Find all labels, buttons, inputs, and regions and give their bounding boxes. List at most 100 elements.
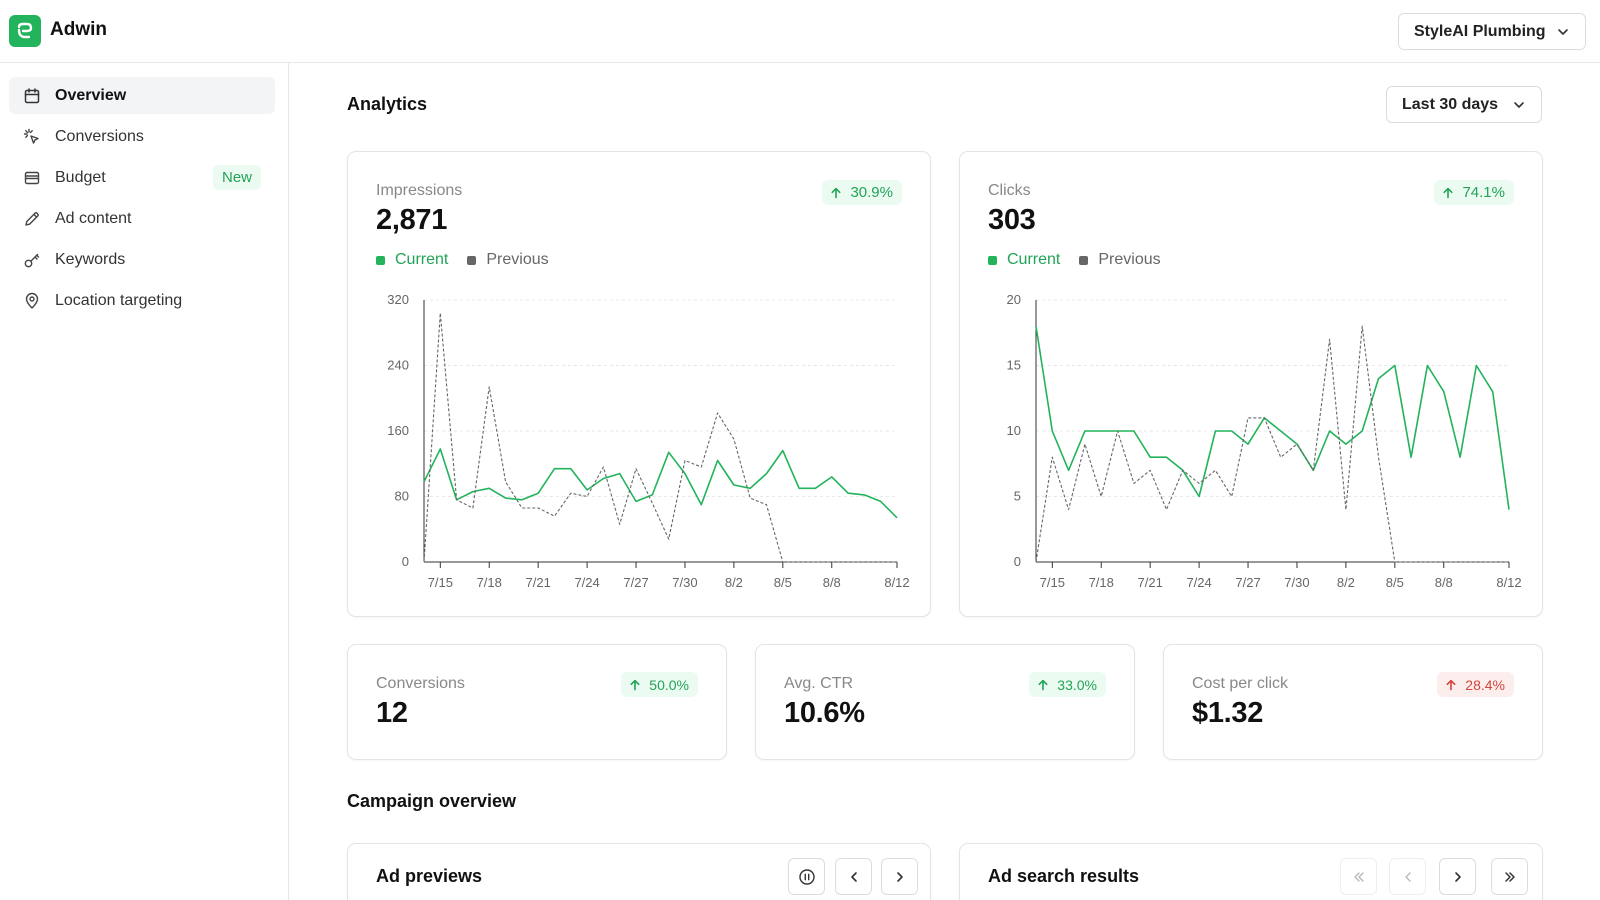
logo-icon[interactable] xyxy=(9,15,41,47)
x-tick-label: 8/5 xyxy=(774,575,792,590)
legend-current-label: Current xyxy=(395,251,449,268)
x-tick-label: 7/18 xyxy=(1089,575,1114,590)
pause-button[interactable] xyxy=(788,858,825,895)
cursor-click-icon xyxy=(23,128,39,144)
next-button[interactable] xyxy=(881,858,918,895)
x-tick-label: 7/27 xyxy=(623,575,648,590)
y-tick-label: 10 xyxy=(1007,423,1021,438)
arrow-up-icon xyxy=(1443,187,1453,198)
x-tick-label: 7/21 xyxy=(1138,575,1163,590)
last-page-button[interactable] xyxy=(1491,858,1528,895)
sidebar: Overview Conversions Budget New Ad conte… xyxy=(0,63,289,900)
sidebar-item-label: Conversions xyxy=(55,127,144,145)
sidebar-item-budget[interactable]: Budget New xyxy=(9,159,275,196)
calendar-icon xyxy=(24,87,40,103)
x-tick-label: 8/2 xyxy=(725,575,743,590)
sidebar-item-overview[interactable]: Overview xyxy=(9,77,275,114)
pencil-icon xyxy=(25,211,39,226)
chevron-left-icon xyxy=(850,871,857,882)
key-icon xyxy=(24,253,40,267)
x-tick-label: 7/30 xyxy=(1284,575,1309,590)
impressions-label: Impressions xyxy=(376,182,463,199)
sidebar-item-label: Ad content xyxy=(55,209,132,227)
ctr-label: Avg. CTR xyxy=(784,675,854,692)
conversions-card: Conversions 12 50.0% xyxy=(347,644,727,760)
first-page-button[interactable] xyxy=(1340,858,1377,895)
series-previous-line xyxy=(1035,325,1509,563)
clicks-chart: 0 5 10 15 20 7/15 7/18 7/21 7/24 7/27 7/30 8/2 8/5 8/… xyxy=(1007,292,1522,590)
clicks-delta-badge: 74.1% xyxy=(1434,180,1514,205)
legend-previous: Previous xyxy=(1079,251,1161,269)
org-select[interactable]: StyleAI Plumbing xyxy=(1398,13,1586,50)
legend-previous-label: Previous xyxy=(1098,251,1161,268)
sidebar-item-label: Budget xyxy=(55,168,106,186)
x-tick-label: 8/12 xyxy=(1496,575,1521,590)
app-name: Adwin xyxy=(50,19,107,40)
sidebar-item-keywords[interactable]: Keywords xyxy=(9,241,275,278)
legend-current-label: Current xyxy=(1007,251,1061,268)
clicks-card: Clicks 303 74.1% Current Previous 0 5 10 15… xyxy=(959,151,1543,617)
sidebar-item-conversions[interactable]: Conversions xyxy=(9,118,275,155)
clicks-legend: Current Previous xyxy=(988,251,1161,269)
conversions-delta: 50.0% xyxy=(649,676,689,693)
x-tick-label: 7/21 xyxy=(526,575,551,590)
chevrons-right-icon xyxy=(1504,871,1515,882)
y-tick-label: 320 xyxy=(387,292,409,307)
conversions-label: Conversions xyxy=(376,675,465,692)
cpc-delta-badge: 28.4% xyxy=(1437,672,1514,697)
analytics-title: Analytics xyxy=(347,94,428,114)
y-tick-label: 160 xyxy=(387,423,409,438)
x-tick-label: 8/2 xyxy=(1337,575,1355,590)
ctr-delta-badge: 33.0% xyxy=(1029,672,1106,697)
y-tick-label: 0 xyxy=(402,554,409,569)
x-tick-label: 8/8 xyxy=(823,575,841,590)
x-tick-label: 7/30 xyxy=(672,575,697,590)
cpc-label: Cost per click xyxy=(1192,675,1289,692)
ctr-delta: 33.0% xyxy=(1057,676,1097,693)
arrow-up-icon xyxy=(630,679,640,690)
legend-swatch xyxy=(1079,255,1089,265)
legend-swatch xyxy=(988,255,997,265)
sidebar-item-ad-content[interactable]: Ad content xyxy=(9,200,275,237)
new-badge: New xyxy=(212,165,261,190)
chevron-left-icon xyxy=(1404,871,1411,882)
impressions-delta: 30.9% xyxy=(850,184,893,201)
chevron-right-icon xyxy=(1454,871,1461,882)
y-tick-label: 15 xyxy=(1007,358,1021,373)
series-current-line xyxy=(1035,326,1510,510)
impressions-legend: Current Previous xyxy=(376,251,549,269)
sidebar-item-label: Keywords xyxy=(55,250,126,268)
next-page-button[interactable] xyxy=(1439,858,1476,895)
conversions-delta-badge: 50.0% xyxy=(621,672,698,697)
campaign-overview-title: Campaign overview xyxy=(347,791,517,811)
x-tick-label: 7/15 xyxy=(428,575,453,590)
sidebar-item-label: Location targeting xyxy=(55,291,183,309)
x-tick-label: 8/5 xyxy=(1386,575,1404,590)
date-range-select[interactable]: Last 30 days xyxy=(1386,86,1542,123)
map-pin-icon xyxy=(25,292,39,309)
y-tick-label: 0 xyxy=(1014,554,1021,569)
date-range-value: Last 30 days xyxy=(1402,95,1499,113)
ctr-card: Avg. CTR 10.6% 33.0% xyxy=(755,644,1135,760)
x-tick-label: 7/27 xyxy=(1235,575,1260,590)
sidebar-item-location-targeting[interactable]: Location targeting xyxy=(9,282,275,319)
impressions-value: 2,871 xyxy=(376,204,448,236)
org-select-value: StyleAI Plumbing xyxy=(1414,22,1546,40)
impressions-delta-badge: 30.9% xyxy=(822,180,902,205)
pause-icon xyxy=(798,868,815,885)
x-tick-label: 8/8 xyxy=(1435,575,1453,590)
sidebar-item-label: Overview xyxy=(55,86,127,104)
arrow-up-icon xyxy=(831,187,841,198)
legend-swatch xyxy=(376,255,385,265)
chevron-right-icon xyxy=(896,871,903,882)
series-previous-line xyxy=(423,312,897,563)
legend-previous: Previous xyxy=(467,251,549,269)
series-current-line xyxy=(423,448,898,519)
cpc-value: $1.32 xyxy=(1192,697,1264,729)
y-tick-label: 80 xyxy=(395,489,409,504)
x-tick-label: 7/24 xyxy=(1186,575,1211,590)
ad-search-results-card: Ad search results xyxy=(959,843,1543,900)
legend-previous-label: Previous xyxy=(486,251,549,268)
prev-page-button[interactable] xyxy=(1389,858,1426,895)
prev-button[interactable] xyxy=(835,858,872,895)
